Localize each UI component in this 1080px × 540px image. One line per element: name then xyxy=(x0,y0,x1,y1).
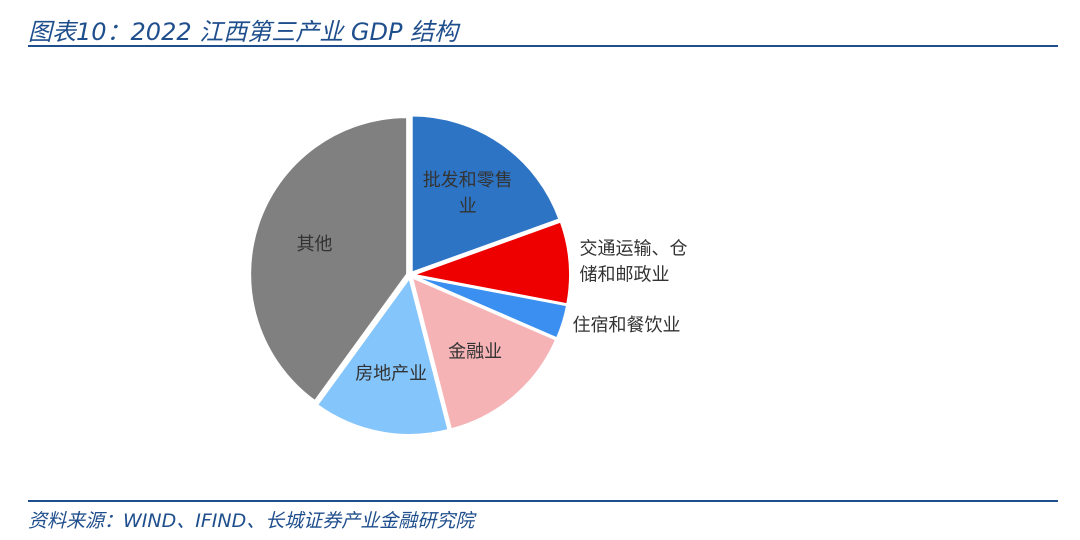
slice-label-3: 金融业 xyxy=(448,341,502,362)
slice-label-4: 房地产业 xyxy=(355,364,427,385)
pie-slice-4 xyxy=(315,275,450,436)
slice-label-2: 住宿和餐饮业 xyxy=(572,315,680,336)
pie-slice-1 xyxy=(409,220,571,306)
footer-divider xyxy=(28,500,1058,502)
slice-label-1: 交通运输、仓储和邮政业 xyxy=(579,239,687,286)
slice-label-0: 批发和零售业 xyxy=(423,170,513,217)
pie-slice-5 xyxy=(249,116,409,403)
pie-slice-2 xyxy=(412,274,569,340)
chart-area: 批发和零售业交通运输、仓储和邮政业住宿和餐饮业金融业 房地产业 其他 xyxy=(0,50,1080,495)
pie-slice-3 xyxy=(410,275,558,431)
pie-slice-0 xyxy=(410,114,561,274)
slice-label-5: 其他 xyxy=(297,234,333,255)
header: 图表10：2022 江西第三产业 GDP 结构 xyxy=(28,10,1058,46)
source-note: 资料来源：WIND、IFIND、长城证券产业金融研究院 xyxy=(28,510,475,532)
title-divider xyxy=(28,45,1058,47)
chart-title: 图表10：2022 江西第三产业 GDP 结构 xyxy=(28,18,459,46)
